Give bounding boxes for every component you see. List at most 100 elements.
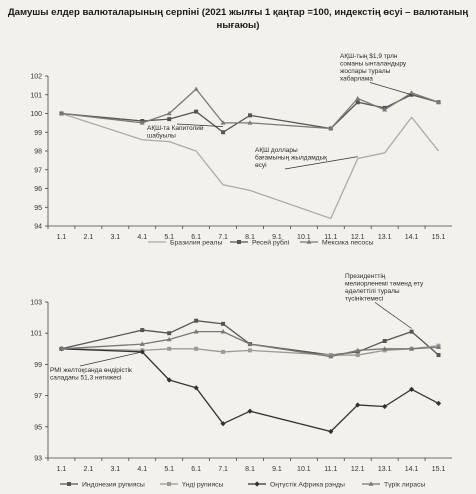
legend-label: Түрік лирасы	[384, 481, 425, 489]
x-tick-label: 2.1	[84, 234, 94, 241]
annotation-leader	[176, 123, 224, 127]
x-tick-label: 8.1	[245, 234, 255, 241]
legend-marker	[67, 482, 71, 486]
x-tick-label: 13.1	[378, 466, 392, 473]
annotation-text: шабуылы	[147, 132, 176, 140]
x-tick-label: 5.1	[164, 234, 174, 241]
data-point	[436, 99, 442, 105]
annotation-leader	[374, 302, 412, 329]
series-3	[58, 86, 442, 131]
annotation-text: соманы ынталандыру	[340, 61, 407, 68]
data-point	[355, 347, 361, 353]
chart-top-svg: 94 95 96 97 98 99 100 101 102 1.1 2.1 3.1 4.1 5.1 6.1 7…	[30, 53, 452, 247]
data-point	[139, 341, 145, 346]
y-tick-label: 101	[30, 331, 42, 338]
x-tick-label: 1.1	[57, 234, 67, 241]
series-line	[61, 348, 439, 433]
x-tick-label: 12.1	[351, 466, 365, 473]
data-point	[248, 348, 252, 353]
x-tick-label: 11.1	[324, 234, 337, 241]
annotation-text: АҚШ-та Капитолий	[147, 124, 204, 132]
data-point	[58, 110, 64, 116]
data-point	[167, 117, 172, 122]
y-tick-label: 103	[30, 300, 42, 307]
annotation-leader	[79, 351, 143, 367]
series-line	[61, 112, 440, 220]
x-tick-label: 7.1	[218, 466, 228, 473]
annotation-text: АҚШ доллары	[255, 147, 298, 154]
data-point	[355, 353, 360, 358]
data-point	[409, 329, 414, 334]
x-tick-label: 9.1	[272, 466, 282, 473]
legend-label: Оңтүстік Африка рэнды	[270, 481, 345, 489]
series-4	[58, 329, 442, 359]
y-tick-label: 100	[30, 111, 42, 118]
legend-label: Бразилия реалы	[170, 240, 222, 247]
y-tick-label: 95	[34, 424, 42, 431]
y-tick-label: 101	[30, 92, 42, 99]
y-tick-label: 99	[34, 130, 42, 137]
data-point	[167, 331, 172, 336]
legend-marker	[368, 481, 374, 486]
data-point	[247, 408, 253, 414]
data-point	[247, 120, 253, 125]
data-point	[220, 421, 226, 427]
annotation-leader	[284, 156, 358, 170]
data-point	[166, 336, 172, 342]
x-tick-label: 8.1	[245, 466, 255, 473]
annotation-text: саладағы 51,3 нәтижесі	[50, 374, 121, 382]
legend-marker	[167, 482, 171, 486]
x-tick-label: 10.1	[297, 466, 311, 473]
annotation-text: өсуі	[255, 161, 267, 169]
legend-label: Ресей рублі	[252, 239, 290, 247]
y-tick-label: 94	[34, 224, 42, 231]
annotation-text: АҚШ-тың $1,9 трлн	[340, 53, 398, 60]
x-tick-label: 1.1	[57, 466, 67, 473]
x-tick-label: 11.1	[324, 466, 337, 473]
data-point	[221, 349, 226, 354]
data-point	[194, 346, 199, 351]
chart-title: Дамушы елдер валюталарының серпіні (2021…	[7, 7, 469, 31]
annotation-text: бағамының жылдамдық	[255, 154, 327, 162]
y-tick-label: 97	[34, 393, 42, 400]
x-tick-label: 3.1	[110, 234, 120, 241]
data-point	[140, 328, 145, 333]
chart-bottom-svg: 93 95 97 99 101 103 1.1 2.1 3.1 4.1 5.1 6.1 7.1 8.1 9.…	[30, 272, 452, 489]
x-tick-label: 3.1	[110, 466, 120, 473]
x-tick-label: 5.1	[164, 466, 174, 473]
data-point	[436, 353, 441, 358]
x-tick-label: 13.1	[378, 234, 392, 241]
y-tick-label: 93	[34, 456, 42, 463]
data-point	[221, 321, 226, 326]
legend-marker	[306, 239, 312, 244]
data-point	[382, 107, 388, 112]
series-3	[58, 346, 442, 435]
y-tick-label: 96	[34, 186, 42, 193]
data-point	[248, 113, 252, 118]
data-point	[193, 86, 199, 91]
data-point	[355, 100, 360, 105]
y-tick-label: 99	[34, 362, 42, 369]
data-point	[328, 125, 334, 131]
data-point	[166, 110, 172, 116]
legend-label: Индонезия рупиясы	[82, 482, 145, 489]
data-point	[220, 120, 226, 125]
legend-marker	[237, 240, 241, 244]
data-point	[194, 109, 199, 114]
y-tick-label: 102	[30, 74, 42, 81]
data-point	[409, 346, 415, 351]
data-point	[436, 344, 442, 350]
annotation-leader	[369, 82, 412, 96]
legend-label: Үнді рупиясы	[182, 481, 224, 489]
legend-label: Мексика песосы	[322, 240, 374, 247]
legend-marker	[254, 481, 260, 487]
chart-top: 94 95 96 97 98 99 100 101 102 1.1 2.1 3.1 4.1 5.1 6.1 7…	[0, 32, 476, 264]
x-tick-label: 14.1	[405, 466, 419, 473]
data-point	[193, 329, 199, 334]
y-tick-label: 98	[34, 149, 42, 156]
y-tick-label: 95	[34, 205, 42, 212]
data-point	[166, 377, 172, 383]
data-point	[435, 400, 442, 406]
data-point	[139, 120, 145, 125]
